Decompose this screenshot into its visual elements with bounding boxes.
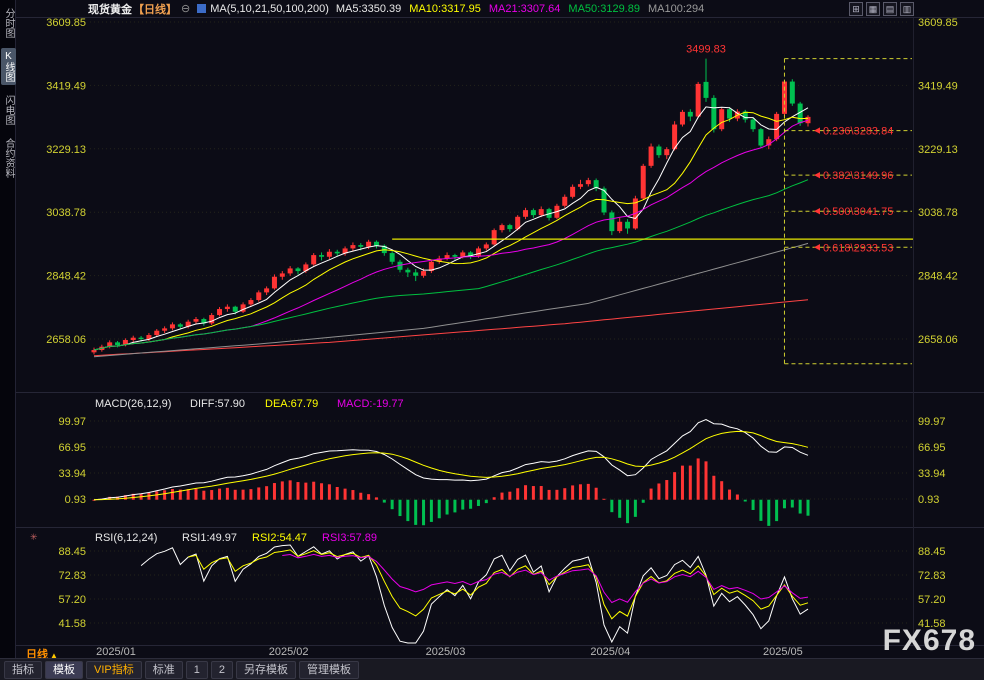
svg-text:MACD:-19.77: MACD:-19.77 [337, 398, 404, 410]
svg-text:0.236\3283.84: 0.236\3283.84 [823, 126, 893, 138]
svg-text:2848.42: 2848.42 [46, 271, 86, 283]
svg-text:33.94: 33.94 [918, 468, 946, 480]
collapse-chart-icon[interactable]: ⊖ [181, 3, 191, 15]
svg-text:3419.49: 3419.49 [46, 80, 86, 92]
svg-text:41.58: 41.58 [918, 618, 946, 630]
svg-text:0.93: 0.93 [918, 494, 939, 506]
toolbar-tab[interactable]: 1 [185, 660, 208, 679]
sidebar-tab[interactable]: 闪电图 [3, 95, 14, 125]
svg-text:88.45: 88.45 [58, 546, 86, 558]
layout-rows-icon[interactable]: ▤ [883, 2, 897, 16]
svg-text:3229.13: 3229.13 [918, 144, 958, 156]
svg-text:3499.83: 3499.83 [686, 44, 726, 56]
svg-text:3038.78: 3038.78 [918, 207, 958, 219]
dropdown-arrow-icon: ▲ [50, 651, 58, 660]
layout-single-icon[interactable]: ⊞ [849, 2, 863, 16]
svg-text:3609.85: 3609.85 [918, 17, 958, 29]
toolbar-tab[interactable]: 指标 [4, 660, 42, 679]
drawing-overlays: 0.236\3283.84 0.382\3149.96 0.500\3041.75 0… [392, 44, 913, 365]
fx678-watermark: FX678 [882, 624, 976, 657]
ma-value-label: MA5:3350.39 [335, 2, 402, 15]
svg-text:MACD(26,12,9): MACD(26,12,9) [95, 398, 171, 410]
candles [91, 58, 811, 355]
svg-text:RSI1:49.97: RSI1:49.97 [182, 532, 237, 544]
bottom-toolbar: 指标 模板 VIP指标 标准 1 2 另存模板 管理模板 [0, 658, 984, 680]
svg-text:3229.13: 3229.13 [46, 144, 86, 156]
svg-text:2025/04: 2025/04 [590, 646, 630, 658]
svg-text:2025/01: 2025/01 [96, 646, 136, 658]
svg-text:72.83: 72.83 [918, 570, 946, 582]
svg-text:DEA:67.79: DEA:67.79 [265, 398, 318, 410]
svg-text:33.94: 33.94 [58, 468, 86, 480]
symbol-title: 现货黄金 [88, 3, 132, 16]
svg-text:✳: ✳ [30, 532, 38, 542]
ma-value-label: MA10:3317.95 [409, 2, 481, 15]
svg-text:2025/03: 2025/03 [426, 646, 466, 658]
svg-text:57.20: 57.20 [918, 594, 946, 606]
layout-grid-icon[interactable]: ▦ [866, 2, 880, 16]
toolbar-tab[interactable]: 标准 [144, 660, 183, 679]
svg-text:RSI(6,12,24): RSI(6,12,24) [95, 532, 157, 544]
toolbar-tab[interactable]: 模板 [45, 660, 83, 679]
svg-text:88.45: 88.45 [918, 546, 946, 558]
svg-text:0.500\3041.75: 0.500\3041.75 [823, 206, 893, 218]
axes-labels: 3609.85 3609.85 3419.49 3419.49 3229.13 3229.… [0, 17, 984, 658]
macd-pane: 99.97 99.97 66.95 66.95 33.94 33.94 0.93 0.93 MA… [58, 398, 946, 526]
ma-summary-label: MA(5,10,21,50,100,200) [210, 2, 329, 15]
chart-layout-icons: ⊞ ▦ ▤ ▥ [849, 2, 914, 16]
ma-value-label: MA21:3307.64 [488, 2, 561, 15]
sidebar-tab[interactable]: 合约资料 [3, 138, 14, 178]
svg-text:2658.06: 2658.06 [918, 334, 958, 346]
toolbar-tab[interactable]: 管理模板 [298, 660, 359, 679]
svg-text:72.83: 72.83 [58, 570, 86, 582]
svg-text:RSI2:54.47: RSI2:54.47 [252, 532, 307, 544]
ma-lines [93, 106, 809, 358]
svg-text:2025/02: 2025/02 [269, 646, 309, 658]
toolbar-tab[interactable]: 另存模板 [235, 660, 296, 679]
svg-text:66.95: 66.95 [58, 442, 86, 454]
ma-value-label: MA50:3129.89 [568, 2, 640, 15]
svg-text:41.58: 41.58 [58, 618, 86, 630]
svg-text:57.20: 57.20 [58, 594, 86, 606]
sidebar-tab[interactable]: K线图 [1, 48, 16, 85]
svg-text:RSI3:57.89: RSI3:57.89 [322, 532, 377, 544]
svg-text:DIFF:57.90: DIFF:57.90 [190, 398, 245, 410]
svg-text:2658.06: 2658.06 [46, 334, 86, 346]
toolbar-tab[interactable]: 2 [210, 660, 233, 679]
ma-values: MA5:3350.39 MA10:3317.95 MA21:3307.64 MA50:… [336, 3, 712, 15]
svg-text:99.97: 99.97 [918, 416, 946, 428]
rsi-pane: 88.45 88.45 72.83 72.83 57.20 57.20 41.58 41.58… [30, 532, 946, 644]
toolbar-tab[interactable]: VIP指标 [86, 660, 142, 679]
svg-text:0.618\2933.53: 0.618\2933.53 [823, 242, 893, 254]
chart-title-bar: 现货黄金 【日线】 ⊖ MA(5,10,21,50,100,200) MA5:3… [16, 0, 984, 17]
svg-text:66.95: 66.95 [918, 442, 946, 454]
indicator-legend-icon [197, 4, 207, 13]
layout-columns-icon[interactable]: ▥ [900, 2, 914, 16]
svg-text:0.382\3149.96: 0.382\3149.96 [823, 170, 893, 182]
svg-text:0.93: 0.93 [65, 494, 86, 506]
svg-text:3038.78: 3038.78 [46, 207, 86, 219]
svg-text:2025/05: 2025/05 [763, 646, 803, 658]
svg-text:3609.85: 3609.85 [46, 17, 86, 29]
ma-value-label: MA100:294 [647, 2, 705, 15]
gridlines [90, 21, 910, 340]
svg-text:2848.42: 2848.42 [918, 271, 958, 283]
svg-text:3419.49: 3419.49 [918, 80, 958, 92]
period-title: 【日线】 [133, 3, 177, 16]
left-tool-sidebar: 分时图 K线图闪电图合约资料 [0, 0, 16, 658]
svg-text:99.97: 99.97 [58, 416, 86, 428]
sidebar-tab[interactable]: 分时图 [3, 8, 14, 38]
